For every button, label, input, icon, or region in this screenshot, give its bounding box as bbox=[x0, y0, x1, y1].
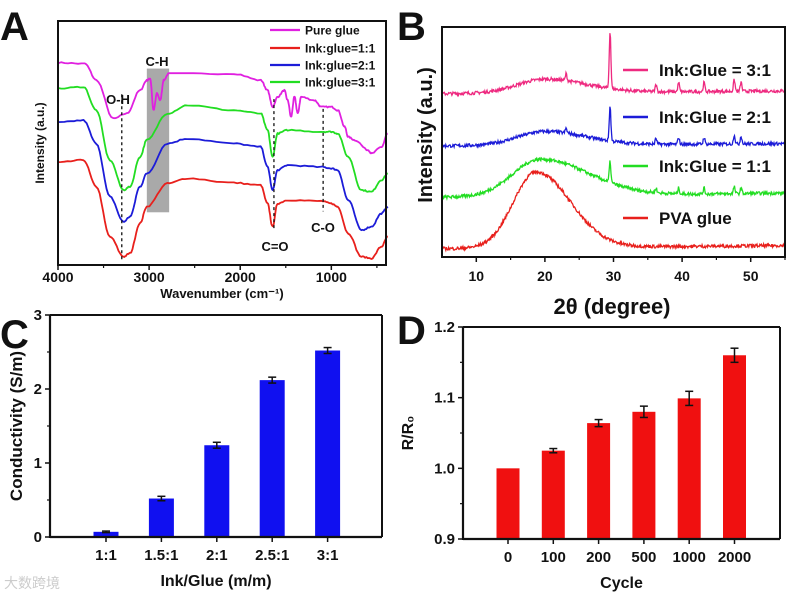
plot-frame bbox=[57, 20, 387, 266]
panel-label-a: A bbox=[0, 5, 29, 49]
y-axis-label: Intensity (a.u.) bbox=[33, 102, 47, 183]
panel-label-d: D bbox=[397, 309, 426, 353]
bar-100 bbox=[541, 450, 565, 539]
x-tick-label: 0 bbox=[504, 549, 512, 566]
legend-label: Ink:glue=2:1 bbox=[305, 59, 376, 73]
c-h-band bbox=[146, 68, 170, 213]
annotation-c-o-double: C=O bbox=[261, 239, 288, 254]
x-tick-label: 1:1 bbox=[95, 547, 117, 564]
x-tick-label: 50 bbox=[743, 268, 759, 284]
x-axis-label: Ink/Glue (m/m) bbox=[160, 573, 271, 590]
series-line-3 bbox=[57, 85, 388, 193]
series-line-1 bbox=[57, 158, 388, 260]
x-tick-label: 2000 bbox=[718, 549, 751, 566]
panel-b-xrd: 10 20 30 40 50 2θ (degree) Intensity (a.u.) Ink… bbox=[415, 26, 786, 319]
series-line-2 bbox=[441, 156, 786, 202]
annotation-c-o: C-O bbox=[311, 220, 335, 235]
x-tick-label: 4000 bbox=[42, 269, 73, 285]
x-axis-label: Cycle bbox=[600, 575, 643, 592]
bar-1000 bbox=[677, 398, 701, 539]
x-tick-label: 200 bbox=[586, 549, 611, 566]
y-tick-label: 1 bbox=[34, 455, 42, 472]
legend-label: Ink:glue=3:1 bbox=[305, 76, 376, 90]
annotation-o-h: O-H bbox=[106, 92, 130, 107]
y-axis-label: Intensity (a.u.) bbox=[415, 67, 437, 203]
bar-2.5:1 bbox=[259, 380, 285, 537]
panel-c-conductivity: 1:1 1.5:1 2:1 2.5:1 3:1 0 1 2 3 Ink/Glue (m/m) Con… bbox=[7, 307, 383, 590]
x-tick-label: 3:1 bbox=[317, 547, 339, 564]
x-tick-label: 500 bbox=[631, 549, 656, 566]
panel-label-c: C bbox=[0, 313, 29, 357]
y-tick-label: 0 bbox=[34, 529, 42, 546]
bar-2000 bbox=[723, 355, 746, 539]
x-tick-label: 40 bbox=[674, 268, 690, 284]
panel-label-b: B bbox=[397, 5, 426, 49]
x-tick-label: 2.5:1 bbox=[255, 547, 289, 564]
x-tick-label: 2000 bbox=[225, 269, 256, 285]
legend-label: Ink:Glue = 1:1 bbox=[659, 157, 771, 176]
x-tick-label: 3000 bbox=[134, 269, 165, 285]
series-line-0 bbox=[57, 61, 388, 155]
series-line-2 bbox=[57, 119, 389, 232]
panel-a-ftir: O-H C-H C=O C-O 4000 3000 2000 1000 Wavenumber (… bbox=[33, 20, 389, 301]
y-tick-label: 1.1 bbox=[434, 390, 455, 407]
watermark: 大数跨境 bbox=[4, 575, 60, 591]
y-tick-label: 0.9 bbox=[434, 531, 455, 548]
bar-3:1 bbox=[315, 350, 341, 537]
legend-label: Pure glue bbox=[305, 24, 360, 38]
series-line-3 bbox=[441, 169, 786, 253]
y-tick-label: 1.2 bbox=[434, 319, 455, 336]
series-line-1 bbox=[441, 106, 786, 150]
y-axis-label: R/R₀ bbox=[400, 416, 417, 451]
bar-2:1 bbox=[204, 445, 230, 537]
legend-label: PVA glue bbox=[659, 209, 732, 228]
x-tick-label: 30 bbox=[606, 268, 622, 284]
legend-label: Ink:Glue = 2:1 bbox=[659, 108, 771, 127]
y-tick-label: 1.0 bbox=[434, 460, 455, 477]
x-tick-label: 2:1 bbox=[206, 547, 228, 564]
x-tick-label: 1000 bbox=[673, 549, 706, 566]
x-axis-label: Wavenumber (cm⁻¹) bbox=[160, 286, 283, 301]
y-axis-label: Conductivity (S/m) bbox=[7, 351, 26, 501]
bar-500 bbox=[632, 411, 656, 539]
legend-label: Ink:glue=1:1 bbox=[305, 42, 376, 56]
bar-1:1 bbox=[93, 531, 119, 537]
annotation-c-h: C-H bbox=[145, 54, 168, 69]
y-tick-label: 2 bbox=[34, 381, 42, 398]
panel-d-resistance-ratio: 0 100 200 500 1000 2000 0.9 1.0 1.1 1.2 Cycle R/R₀ bbox=[400, 319, 781, 592]
x-tick-label: 1.5:1 bbox=[144, 547, 178, 564]
x-tick-label: 1000 bbox=[316, 269, 347, 285]
bar-200 bbox=[587, 423, 611, 539]
bar-0 bbox=[496, 468, 520, 539]
y-tick-label: 3 bbox=[34, 307, 42, 324]
x-tick-label: 100 bbox=[541, 549, 566, 566]
x-axis-label: 2θ (degree) bbox=[553, 294, 670, 319]
x-tick-label: 10 bbox=[469, 268, 485, 284]
legend-label: Ink:Glue = 3:1 bbox=[659, 61, 771, 80]
series-line-0 bbox=[441, 33, 785, 98]
x-tick-label: 20 bbox=[537, 268, 553, 284]
bar-1.5:1 bbox=[148, 498, 174, 537]
